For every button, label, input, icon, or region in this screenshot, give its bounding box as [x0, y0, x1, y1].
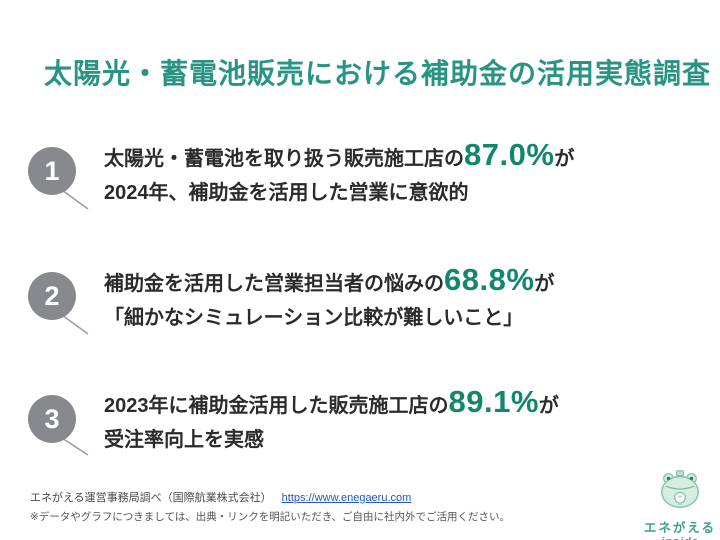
finding-headline: 2023年に補助金活用した販売施工店の89.1%が	[104, 385, 704, 419]
logo-wordmark: エネがえる	[643, 521, 717, 535]
finding-text: 2023年に補助金活用した販売施工店の89.1%が 受注率向上を実感	[104, 385, 704, 453]
headline-prefix: 太陽光・蓄電池を取り扱う販売施工店の	[104, 148, 464, 170]
highlight-percent: 89.1%	[448, 384, 539, 419]
logo-subtext: inside	[643, 536, 717, 540]
source-link[interactable]: https://www.enegaeru.com	[281, 492, 412, 504]
headline-prefix: 補助金を活用した営業担当者の悩みの	[104, 273, 444, 295]
headline-suffix: が	[538, 395, 559, 417]
highlight-percent: 87.0%	[464, 137, 555, 172]
enegaeru-logo: エネがえる inside	[643, 466, 717, 540]
headline-suffix: が	[554, 148, 575, 170]
finding-number-badge: 1	[28, 147, 76, 195]
finding-text: 太陽光・蓄電池を取り扱う販売施工店の87.0%が 2024年、補助金を活用した営…	[104, 138, 704, 206]
finding-text: 補助金を活用した営業担当者の悩みの68.8%が 「細かなシミュレーション比較が難…	[104, 263, 704, 331]
page-title: 太陽光・蓄電池販売における補助金の活用実態調査	[44, 58, 712, 89]
finding-headline: 太陽光・蓄電池を取り扱う販売施工店の87.0%が	[104, 138, 704, 172]
footer: エネがえる運営事務局調べ（国際航業株式会社） https://www.enegae…	[30, 489, 590, 524]
finding-subline: 2024年、補助金を活用した営業に意欲的	[104, 182, 469, 204]
finding-number-badge: 3	[28, 395, 76, 443]
finding-subline: 「細かなシミュレーション比較が難しいこと」	[104, 307, 524, 329]
headline-suffix: が	[534, 273, 555, 295]
finding-subline: 受注率向上を実感	[104, 429, 264, 451]
source-attribution: エネがえる運営事務局調べ（国際航業株式会社）	[30, 492, 272, 504]
usage-note: ※データやグラフにつきましては、出典・リンクを明記いただき、ご自由に社内外でご活…	[30, 511, 511, 523]
finding-number-badge: 2	[28, 272, 76, 320]
frog-mascot-icon	[661, 470, 699, 508]
finding-headline: 補助金を活用した営業担当者の悩みの68.8%が	[104, 263, 704, 297]
highlight-percent: 68.8%	[444, 262, 535, 297]
headline-prefix: 2023年に補助金活用した販売施工店の	[104, 395, 449, 417]
